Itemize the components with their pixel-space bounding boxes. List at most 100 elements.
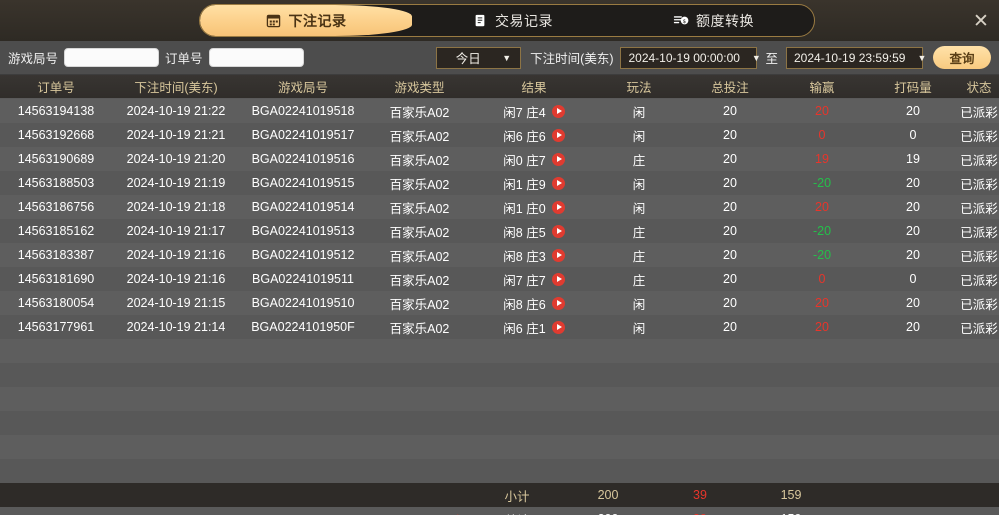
column-header-1: 下注时间(美东)	[134, 81, 218, 95]
cell-result: 闲8 庄5	[473, 222, 595, 241]
cell-result-text: 闲6 庄1	[503, 321, 546, 336]
cell-status: 已派彩	[960, 177, 998, 192]
cell-play-type: 庄	[632, 153, 646, 168]
cell-win-loss: 20	[815, 200, 829, 214]
totals-footer: 小计20039159总计20039159	[0, 483, 999, 515]
order-no-label: 订单号	[165, 52, 203, 66]
cell-order-no: 14563194138	[17, 104, 95, 118]
subtotal-row-label: 小计	[504, 489, 530, 504]
cell-game-type: 百家乐A02	[389, 177, 450, 192]
table-row[interactable]: 14563185162 2024-10-19 21:17 BGA0224101951…	[0, 219, 999, 243]
svg-text:$: $	[683, 19, 687, 25]
cell-bet-time: 2024-10-19 21:15	[126, 296, 226, 310]
cell-order-no: 14563181690	[17, 272, 95, 286]
table-row[interactable]: 14563183387 2024-10-19 21:16 BGA0224101951…	[0, 243, 999, 267]
cell-game-round: BGA02241019511	[252, 272, 354, 286]
tab-bet-records-label: 下注记录	[288, 12, 347, 29]
play-replay-icon[interactable]	[551, 320, 565, 334]
cell-result: 闲1 庄9	[473, 174, 595, 193]
range-to-label: 至	[765, 52, 778, 66]
table-row[interactable]: 14563188503 2024-10-19 21:19 BGA0224101951…	[0, 171, 999, 195]
cell-order-no: 14563177961	[17, 320, 95, 334]
play-replay-icon[interactable]	[551, 104, 565, 118]
cell-result: 闲8 庄6	[473, 294, 595, 313]
table-row[interactable]: 14563186756 2024-10-19 21:18 BGA0224101951…	[0, 195, 999, 219]
cell-total-bet: 20	[723, 152, 737, 166]
play-replay-icon[interactable]	[551, 248, 565, 262]
game-round-input[interactable]	[64, 48, 160, 67]
cell-result-text: 闲7 庄4	[503, 105, 546, 120]
cell-turnover: 20	[906, 248, 920, 262]
cell-total-bet: 20	[723, 320, 737, 334]
cell-status: 已派彩	[960, 153, 998, 168]
cell-turnover: 20	[906, 296, 920, 310]
cell-game-round: BGA02241019515	[251, 176, 355, 190]
table-row[interactable]: 14563192668 2024-10-19 21:21 BGA0224101951…	[0, 123, 999, 147]
table-row[interactable]: 14563190689 2024-10-19 21:20 BGA0224101951…	[0, 147, 999, 171]
table-row[interactable]: 14563194138 2024-10-19 21:22 BGA0224101951…	[0, 99, 999, 123]
cell-result: 闲0 庄7	[473, 150, 595, 169]
column-header-5: 玩法	[626, 81, 652, 95]
play-replay-icon[interactable]	[551, 224, 565, 238]
cell-result: 闲6 庄1	[473, 318, 595, 337]
play-replay-icon[interactable]	[551, 272, 565, 286]
cell-bet-time: 2024-10-19 21:16	[126, 248, 226, 262]
cell-game-type: 百家乐A02	[389, 297, 450, 312]
chevron-down-icon: ▼	[751, 52, 761, 63]
play-replay-icon[interactable]	[551, 176, 565, 190]
cell-order-no: 14563192668	[17, 128, 95, 142]
table-row[interactable]: 14563181690 2024-10-19 21:16 BGA0224101951…	[0, 267, 999, 291]
cell-status: 已派彩	[960, 273, 998, 288]
cell-win-loss: 20	[815, 320, 829, 334]
total-row-total-bet: 200	[561, 512, 655, 515]
subtotal-row-turnover: 159	[780, 488, 802, 502]
close-icon[interactable]: ✕	[973, 10, 989, 32]
cell-bet-time: 2024-10-19 21:21	[126, 128, 226, 142]
play-replay-icon[interactable]	[551, 152, 565, 166]
table-row-empty	[0, 339, 999, 363]
cell-total-bet: 20	[723, 104, 737, 118]
column-header-8: 打码量	[894, 81, 932, 95]
cell-total-bet: 20	[723, 224, 737, 238]
cell-win-loss: 20	[815, 104, 829, 118]
total-row-turnover: 159	[745, 512, 837, 515]
table-row-empty	[0, 387, 999, 411]
subtotal-row-win-loss: 39	[693, 488, 707, 502]
play-replay-icon[interactable]	[551, 128, 565, 142]
cell-result-text: 闲8 庄6	[503, 297, 546, 312]
cell-bet-time: 2024-10-19 21:16	[126, 272, 226, 286]
date-preset-select[interactable]: 今日 ▼	[436, 46, 522, 69]
cell-result: 闲7 庄4	[473, 102, 595, 121]
cell-win-loss: 0	[818, 272, 826, 286]
end-datetime-select[interactable]: 2024-10-19 23:59:59 ▼	[786, 46, 926, 69]
play-replay-icon[interactable]	[551, 200, 565, 214]
cell-result-text: 闲7 庄7	[503, 273, 546, 288]
tab-credit-transfer[interactable]: $ 额度转换	[613, 5, 814, 36]
cell-play-type: 闲	[632, 321, 646, 336]
cell-game-round: BGA02241019510	[251, 296, 355, 310]
tab-bet-records[interactable]: 下注记录	[200, 5, 412, 36]
cell-result: 闲8 庄3	[473, 246, 595, 265]
cell-bet-time: 2024-10-19 21:22	[126, 104, 226, 118]
cell-result: 闲6 庄6	[473, 126, 595, 145]
cell-status: 已派彩	[960, 249, 998, 264]
cell-order-no: 14563185162	[17, 224, 95, 238]
play-replay-icon[interactable]	[551, 296, 565, 310]
table-header: 订单号 下注时间(美东) 游戏局号 游戏类型 结果 玩法 总投注 输赢 打码量 状态	[0, 75, 999, 99]
cell-play-type: 闲	[632, 297, 646, 312]
column-header-9: 状态	[966, 81, 992, 95]
table-row[interactable]: 14563180054 2024-10-19 21:15 BGA0224101951…	[0, 291, 999, 315]
order-no-input[interactable]	[208, 48, 304, 67]
cell-status: 已派彩	[960, 321, 998, 336]
start-datetime-select[interactable]: 2024-10-19 00:00:00 ▼	[620, 46, 761, 69]
cell-order-no: 14563190689	[17, 152, 95, 166]
tab-transaction-records[interactable]: 交易记录	[412, 5, 613, 36]
calendar-icon	[266, 13, 282, 29]
cell-play-type: 庄	[632, 249, 646, 264]
table-row-empty	[0, 363, 999, 387]
cell-total-bet: 20	[723, 272, 737, 286]
cell-game-type: 百家乐A02	[389, 201, 450, 216]
table-row[interactable]: 14563177961 2024-10-19 21:14 BGA0224101950…	[0, 315, 999, 339]
filter-bar: 游戏局号 订单号 今日 ▼ 下注时间(美东) 2024-10-19 00:00:…	[0, 41, 999, 75]
query-button[interactable]: 查询	[933, 46, 991, 69]
